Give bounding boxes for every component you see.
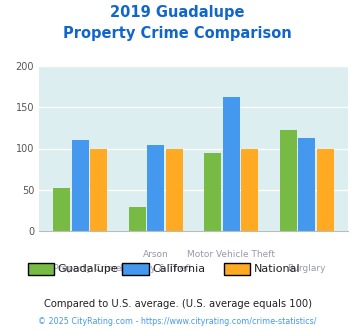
Bar [147, 145, 164, 231]
Text: Property Crime Comparison: Property Crime Comparison [63, 26, 292, 41]
Bar [241, 148, 258, 231]
Bar [53, 188, 70, 231]
Bar [129, 207, 146, 231]
Bar [298, 138, 315, 231]
Bar [165, 148, 183, 231]
Text: Burglary: Burglary [288, 264, 326, 273]
Text: Guadalupe: Guadalupe [58, 264, 119, 274]
Bar [317, 148, 334, 231]
Bar [204, 152, 222, 231]
Bar [279, 129, 297, 231]
Text: National: National [254, 264, 300, 274]
Text: California: California [153, 264, 206, 274]
Bar [72, 140, 89, 231]
Text: Larceny & Theft: Larceny & Theft [120, 264, 192, 273]
Bar [223, 96, 240, 231]
Text: Compared to U.S. average. (U.S. average equals 100): Compared to U.S. average. (U.S. average … [44, 299, 311, 309]
Text: All Property Crime: All Property Crime [39, 264, 121, 273]
Text: 2019 Guadalupe: 2019 Guadalupe [110, 5, 245, 20]
Text: Motor Vehicle Theft: Motor Vehicle Theft [187, 250, 275, 259]
Text: © 2025 CityRating.com - https://www.cityrating.com/crime-statistics/: © 2025 CityRating.com - https://www.city… [38, 317, 317, 326]
Text: Arson: Arson [143, 250, 169, 259]
Bar [90, 148, 108, 231]
